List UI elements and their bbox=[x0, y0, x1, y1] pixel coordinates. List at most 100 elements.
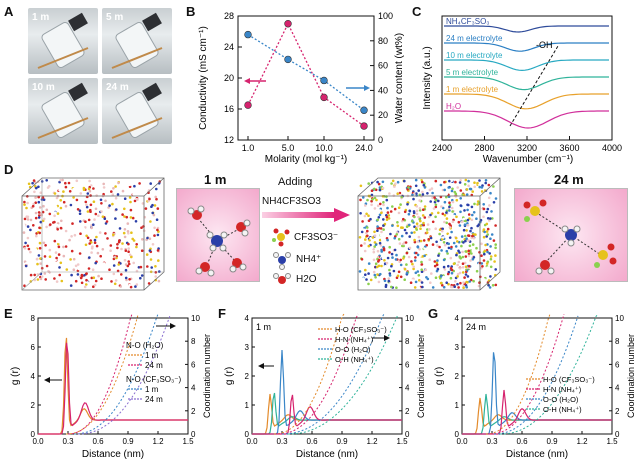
atom-dot bbox=[391, 179, 395, 183]
atom-dot bbox=[38, 206, 42, 209]
atom-dot bbox=[142, 225, 145, 228]
coordination-curve bbox=[66, 314, 139, 435]
x-tick-label: 1.2 bbox=[152, 437, 164, 446]
atom-dot bbox=[434, 215, 437, 219]
atom-dot bbox=[111, 193, 115, 196]
atom-dot bbox=[146, 236, 149, 240]
atom-dot bbox=[360, 258, 364, 261]
atom-dot bbox=[104, 199, 107, 203]
atom-dot bbox=[476, 181, 479, 185]
atom-dot bbox=[396, 192, 399, 196]
atom-dot bbox=[444, 190, 448, 194]
atom-dot bbox=[398, 191, 402, 195]
atom-dot bbox=[460, 225, 464, 228]
atom-dot bbox=[476, 203, 479, 206]
atom-dot bbox=[390, 182, 393, 185]
legend-item: H-O (CF₃SO₃⁻) bbox=[335, 325, 387, 334]
atom-dot bbox=[494, 246, 497, 250]
atom-dot bbox=[441, 284, 444, 287]
atom-dot bbox=[380, 238, 384, 242]
atom-dot bbox=[134, 285, 137, 288]
atom-dot bbox=[418, 209, 422, 212]
atom-dot bbox=[440, 229, 444, 233]
atom-dot bbox=[380, 264, 383, 268]
atom-dot bbox=[96, 251, 100, 255]
atom-dot bbox=[111, 202, 114, 206]
y-axis-label: g (r) bbox=[434, 367, 445, 385]
legend-h2o: H2O bbox=[296, 274, 317, 285]
x-tick-label: 0.3 bbox=[276, 437, 288, 446]
atom-dot bbox=[377, 258, 381, 262]
atom-dot bbox=[428, 188, 432, 192]
atom-dot bbox=[465, 280, 468, 284]
atom-dot bbox=[431, 220, 435, 224]
atom-dot bbox=[132, 261, 135, 265]
atom-dot bbox=[425, 255, 429, 258]
atom-dot bbox=[379, 202, 382, 206]
atom-dot bbox=[475, 217, 478, 220]
atom-dot bbox=[481, 265, 484, 268]
atom-dot bbox=[385, 198, 389, 202]
atom-dot bbox=[90, 251, 93, 254]
atom-dot bbox=[117, 181, 120, 185]
atom-dot bbox=[112, 264, 116, 267]
atom-dot bbox=[59, 199, 62, 202]
atom-dot bbox=[463, 204, 466, 207]
atom-dot bbox=[439, 183, 443, 187]
atom-dot bbox=[53, 211, 57, 214]
atom-dot bbox=[112, 233, 115, 237]
atom-dot bbox=[459, 189, 463, 192]
atom-dot bbox=[474, 208, 477, 212]
y-tick-label-right: 0 bbox=[191, 430, 196, 439]
atom-dot bbox=[74, 279, 78, 283]
atom-dot bbox=[405, 271, 409, 275]
atom-dot bbox=[374, 243, 378, 246]
atom-dot bbox=[59, 226, 63, 230]
atom-dot bbox=[465, 285, 468, 289]
atom-dot bbox=[382, 201, 385, 204]
atom-dot bbox=[443, 268, 447, 271]
atom-dot bbox=[38, 246, 42, 250]
atom-dot bbox=[384, 283, 388, 287]
atom-dot bbox=[379, 233, 383, 237]
atom-dot bbox=[120, 247, 123, 251]
atom-dot bbox=[445, 195, 448, 199]
atom-dot bbox=[414, 184, 418, 188]
y-tick-label-left: 2 bbox=[31, 401, 36, 410]
adding-label: Adding bbox=[278, 176, 313, 188]
atom-dot bbox=[127, 247, 130, 250]
atom-dot bbox=[373, 273, 377, 277]
atom-dot bbox=[129, 285, 133, 289]
data-point bbox=[320, 93, 328, 102]
atom-dot bbox=[74, 264, 78, 268]
atom-dot bbox=[423, 247, 426, 250]
atom-dot bbox=[407, 212, 411, 216]
cluster-24m-inset bbox=[514, 188, 628, 282]
atom-dot bbox=[471, 190, 474, 193]
atom-dot bbox=[451, 285, 454, 289]
atom-dot bbox=[429, 213, 432, 217]
atom-dot bbox=[467, 239, 470, 242]
atom-dot bbox=[94, 207, 98, 211]
right-arrow bbox=[156, 323, 176, 329]
atom-dot bbox=[91, 245, 94, 248]
atom-dot bbox=[442, 233, 446, 236]
atom-dot bbox=[386, 238, 389, 242]
atom-dot bbox=[106, 187, 109, 191]
atom-dot bbox=[411, 262, 414, 266]
atom-dot bbox=[34, 216, 38, 220]
atom-dot bbox=[441, 212, 445, 216]
atom-dot bbox=[406, 203, 409, 206]
atom-dot bbox=[396, 180, 400, 184]
atom-dot bbox=[386, 206, 389, 210]
atom-dot bbox=[38, 241, 42, 245]
atom-dot bbox=[35, 242, 39, 245]
atom-dot bbox=[92, 180, 95, 183]
atom-dot bbox=[127, 262, 131, 266]
atom-dot bbox=[98, 231, 102, 234]
atom-dot bbox=[363, 214, 367, 218]
atom-dot bbox=[372, 182, 376, 186]
atom-dot bbox=[492, 251, 495, 255]
atom-dot bbox=[480, 254, 483, 257]
atom-dot bbox=[468, 285, 472, 288]
